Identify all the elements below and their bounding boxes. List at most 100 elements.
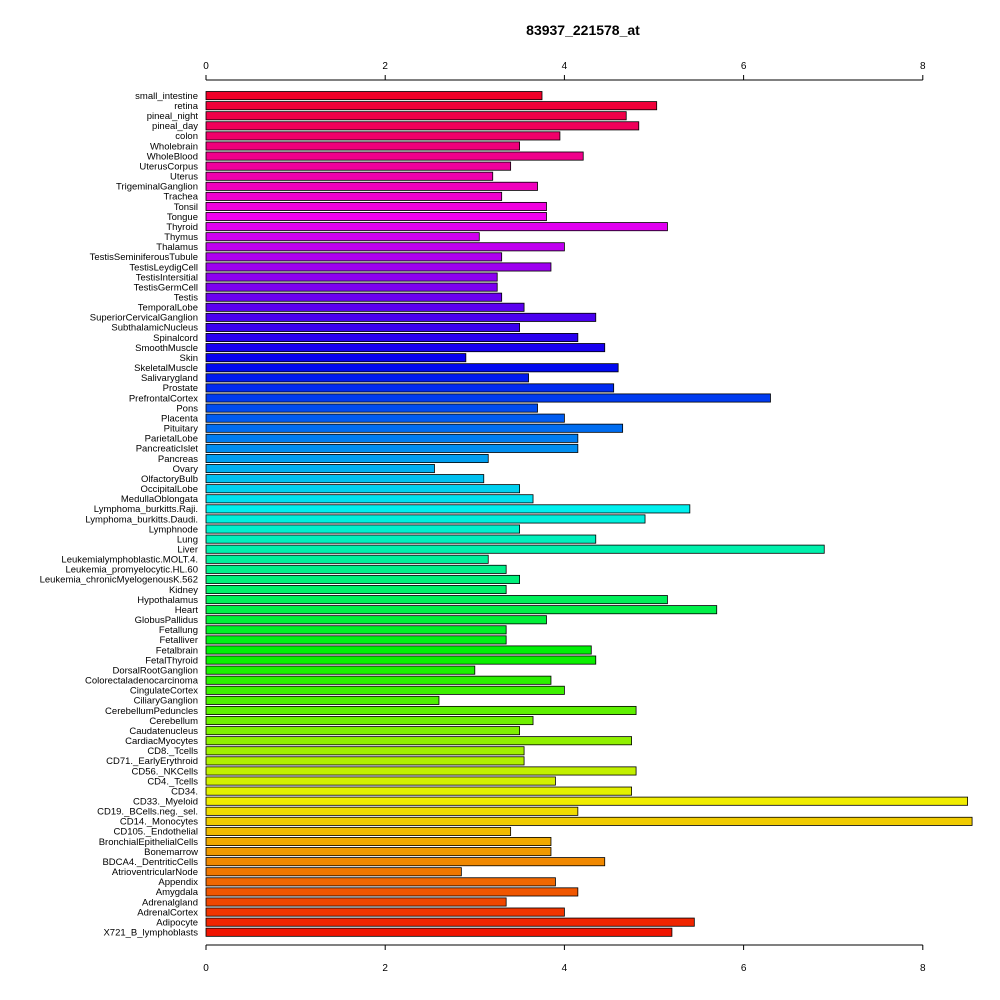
bar bbox=[205, 161, 512, 171]
category-label: Lymphoma_burkitts.Raji. bbox=[94, 504, 198, 515]
top-axis: 0 2 4 6 8 bbox=[203, 61, 926, 81]
category-label: CD4._Tcells bbox=[147, 776, 198, 787]
bar bbox=[205, 655, 597, 665]
bar bbox=[205, 393, 771, 403]
category-label: Leukemia_chronicMyelogenousK.562 bbox=[40, 575, 198, 586]
bar bbox=[205, 464, 435, 474]
bar bbox=[205, 615, 547, 625]
category-label: AdrenalCortex bbox=[137, 907, 198, 918]
bar bbox=[205, 806, 579, 816]
category-label: GlobusPallidus bbox=[135, 615, 199, 626]
bar bbox=[205, 272, 498, 282]
bar bbox=[205, 383, 615, 393]
category-label: TemporalLobe bbox=[138, 303, 198, 314]
bar bbox=[205, 363, 619, 373]
bar bbox=[205, 625, 507, 635]
category-label: retina bbox=[174, 101, 198, 112]
bar bbox=[205, 917, 695, 927]
bar bbox=[205, 443, 579, 453]
bar bbox=[205, 474, 485, 484]
bar bbox=[205, 786, 633, 796]
bar bbox=[205, 927, 673, 937]
category-label: Spinalcord bbox=[153, 333, 198, 344]
category-label: CD14._Monocytes bbox=[120, 817, 198, 828]
category-label: OccipitalLobe bbox=[140, 484, 198, 495]
category-label: Trachea bbox=[164, 192, 199, 203]
bar bbox=[205, 453, 489, 463]
category-label: Lymphnode bbox=[149, 524, 198, 535]
bar bbox=[205, 494, 534, 504]
bar bbox=[205, 413, 565, 423]
category-label: BDCA4._DentriticCells bbox=[102, 857, 198, 868]
category-label: CardiacMyocytes bbox=[125, 736, 198, 747]
bar bbox=[205, 514, 646, 524]
category-label: Caudatenucleus bbox=[129, 726, 198, 737]
bar bbox=[205, 554, 489, 564]
bar bbox=[205, 151, 584, 161]
bar bbox=[205, 746, 525, 756]
bar bbox=[205, 343, 606, 353]
category-label: Thalamus bbox=[156, 242, 198, 253]
bar bbox=[205, 212, 547, 222]
bar bbox=[205, 887, 579, 897]
bottom-axis: 0 2 4 6 8 bbox=[203, 944, 926, 974]
category-label: ParietalLobe bbox=[145, 434, 198, 445]
category-label: PrefrontalCortex bbox=[129, 393, 198, 404]
category-label: Pancreas bbox=[158, 454, 198, 465]
bar bbox=[205, 373, 529, 383]
bar bbox=[205, 312, 597, 322]
tick-label: 2 bbox=[382, 963, 388, 974]
bar bbox=[205, 585, 507, 595]
tick-label: 2 bbox=[382, 61, 388, 72]
bar bbox=[205, 302, 525, 312]
category-label: CD34. bbox=[171, 786, 198, 797]
bar bbox=[205, 595, 668, 605]
category-label: Liver bbox=[177, 545, 198, 556]
tick-label: 6 bbox=[741, 61, 747, 72]
category-label: AtrioventricularNode bbox=[112, 867, 198, 878]
bar bbox=[205, 504, 691, 514]
bar bbox=[205, 534, 597, 544]
bar bbox=[205, 91, 543, 101]
tick-label: 4 bbox=[562, 963, 568, 974]
bar bbox=[205, 816, 973, 826]
category-label: PancreaticIslet bbox=[136, 444, 199, 455]
tick-label: 0 bbox=[203, 61, 209, 72]
category-label: pineal_night bbox=[147, 111, 199, 122]
tick-label: 0 bbox=[203, 963, 209, 974]
bar bbox=[205, 201, 547, 211]
bar bbox=[205, 353, 467, 363]
bar bbox=[205, 191, 503, 201]
bar bbox=[205, 907, 565, 917]
bar bbox=[205, 756, 525, 766]
bar bbox=[205, 867, 462, 877]
category-label: Fetalliver bbox=[159, 635, 198, 646]
bar bbox=[205, 675, 552, 685]
category-label: Wholebrain bbox=[150, 141, 198, 152]
bar bbox=[205, 171, 494, 181]
category-label: Pons bbox=[176, 403, 198, 414]
category-label: TestisGermCell bbox=[134, 282, 198, 293]
bar bbox=[205, 292, 503, 302]
bar bbox=[205, 111, 627, 121]
bar bbox=[205, 131, 561, 141]
category-label: Amygdala bbox=[156, 887, 199, 898]
category-label: Uterus bbox=[170, 172, 198, 183]
bar bbox=[205, 242, 565, 252]
bar bbox=[205, 766, 637, 776]
category-label: BronchialEpithelialCells bbox=[99, 837, 199, 848]
category-label: Fetalbrain bbox=[156, 645, 198, 656]
category-label: UterusCorpus bbox=[139, 161, 198, 172]
category-label: Thyroid bbox=[166, 222, 198, 233]
category-label: Tongue bbox=[167, 212, 198, 223]
bar bbox=[205, 574, 521, 584]
bars bbox=[205, 91, 973, 937]
category-label: MedullaOblongata bbox=[121, 494, 199, 505]
category-label: TestisSeminiferousTubule bbox=[90, 252, 198, 263]
bar bbox=[205, 423, 624, 433]
category-label: Colorectaladenocarcinoma bbox=[85, 676, 199, 687]
bar bbox=[205, 857, 606, 867]
category-label: pineal_day bbox=[152, 121, 198, 132]
bar bbox=[205, 716, 534, 726]
